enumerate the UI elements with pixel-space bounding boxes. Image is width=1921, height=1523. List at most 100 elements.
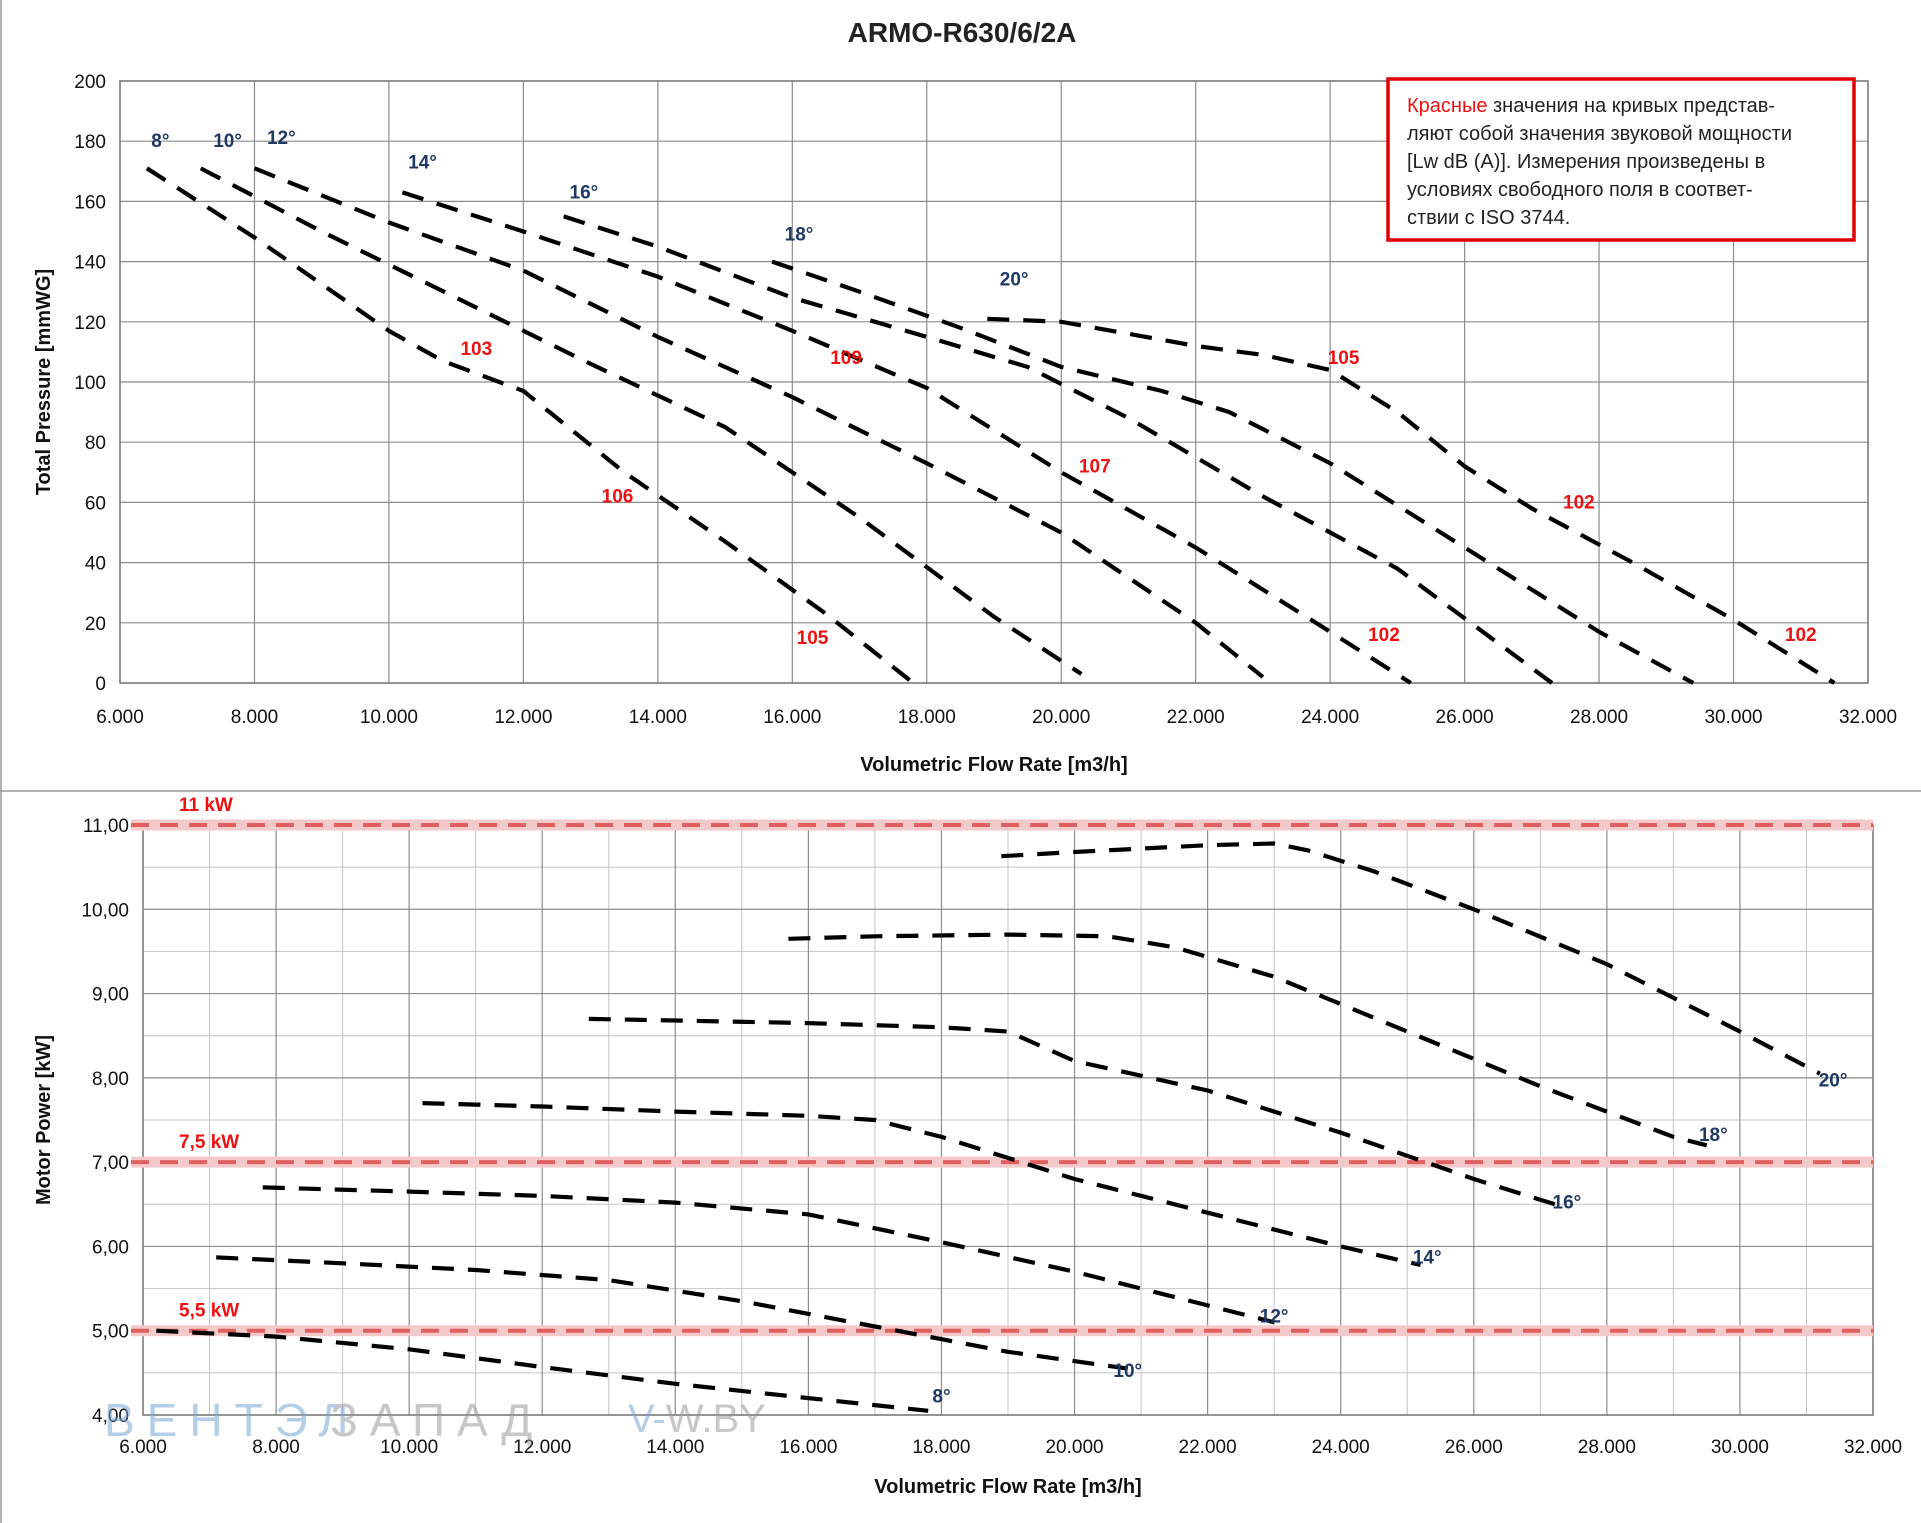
series-curve	[199, 166, 1083, 676]
series-curve	[788, 932, 1708, 1148]
pressure-chart: 6.000 8.000 10.000 12.000 14.000 16.000 18.000…	[33, 72, 1897, 776]
series-angle-label: 16°	[1553, 1193, 1582, 1214]
y-tick-label: 10,00	[81, 900, 129, 921]
note-line: условиях свободного поля в соответ-	[1407, 179, 1753, 201]
note-line: [Lw dB (A)]. Измерения произведены в	[1407, 151, 1765, 173]
limit-line-label: 11 kW	[179, 795, 233, 816]
x-tick-label: 8.000	[252, 1437, 300, 1458]
y-tick-label: 60	[85, 493, 106, 514]
sound-power-label: 106	[602, 486, 634, 507]
limit-line-label: 7,5 kW	[179, 1132, 239, 1153]
note-line: ляют собой значения звуковой мощности	[1407, 123, 1792, 145]
series-angle-label: 12°	[267, 128, 296, 149]
series-angle-label: 12°	[1260, 1306, 1289, 1327]
watermark-site: V-W.BY	[628, 1397, 766, 1441]
y-tick-label: 11,00	[83, 816, 129, 837]
watermark-site-main: W.BY	[666, 1397, 766, 1441]
x-tick-label: 14.000	[629, 707, 687, 728]
series-angle-label: 10°	[213, 131, 242, 152]
x-tick-label: 18.000	[898, 707, 956, 728]
x-tick-label: 20.000	[1032, 707, 1090, 728]
sound-power-label: 103	[460, 339, 492, 360]
sound-power-label: 105	[797, 628, 829, 649]
watermark-brand-left: ВЕНТЭЛ	[104, 1394, 360, 1446]
note-highlight: Красные	[1407, 95, 1487, 117]
y-tick-label: 100	[74, 373, 106, 394]
x-tick-label: 16.000	[779, 1437, 837, 1458]
series-curve	[156, 1328, 929, 1413]
series-angle-label: 18°	[1699, 1125, 1728, 1146]
x-tick-label: 26.000	[1436, 707, 1494, 728]
y-axis-label: Total Pressure [mmWG]	[33, 269, 55, 495]
y-tick-label: 40	[85, 554, 106, 575]
y-tick-label: 160	[74, 192, 106, 213]
watermark: ВЕНТЭЛ ЗАПАД V-W.BY	[104, 1394, 766, 1446]
y-tick-label: 6,00	[92, 1237, 129, 1258]
x-axis-label: Volumetric Flow Rate [m3/h]	[874, 1476, 1141, 1498]
watermark-site-prefix: V-	[628, 1397, 666, 1441]
series-curve	[401, 190, 1412, 685]
x-tick-label: 28.000	[1570, 707, 1628, 728]
series-angle-label: 8°	[151, 131, 169, 152]
note-border	[1386, 77, 1856, 242]
series-curve	[145, 166, 915, 685]
series-curve	[563, 214, 1554, 685]
x-tick-label: 32.000	[1839, 707, 1897, 728]
note-segment: значения на кривых представ-	[1487, 95, 1775, 117]
y-tick-label: 20	[85, 614, 106, 635]
y-tick-label: 0	[95, 674, 106, 695]
series-angle-label: 20°	[1000, 270, 1029, 291]
x-tick-label: 14.000	[646, 1437, 704, 1458]
series-angle-label: 16°	[570, 182, 599, 203]
chart-title: ARMO-R630/6/2A	[848, 17, 1077, 48]
power-chart: 6.000 8.000 10.000 12.000 14.000 16.000 18.000…	[33, 795, 1902, 1498]
note-line: ствии с ISO 3744.	[1407, 207, 1570, 229]
y-tick-label: 180	[74, 132, 106, 153]
note-segment: ляют собой значения звуковой мощности	[1407, 123, 1792, 145]
y-tick-label: 7,00	[92, 1153, 129, 1174]
series-angle-label: 18°	[785, 225, 814, 246]
limit-line-label: 5,5 kW	[179, 1301, 239, 1322]
x-tick-label: 12.000	[494, 707, 552, 728]
x-tick-label: 24.000	[1312, 1437, 1370, 1458]
x-tick-label: 18.000	[912, 1437, 970, 1458]
x-tick-label: 8.000	[231, 707, 279, 728]
y-tick-label: 200	[74, 72, 106, 93]
series-angle-label: 14°	[1413, 1247, 1442, 1268]
series-curve	[253, 166, 1265, 679]
series-curve	[216, 1255, 1129, 1371]
x-tick-label: 20.000	[1045, 1437, 1103, 1458]
series-curve	[1001, 841, 1821, 1076]
note-segment: ствии с ISO 3744.	[1407, 207, 1570, 229]
series-curve	[588, 1016, 1561, 1209]
x-axis-label: Volumetric Flow Rate [m3/h]	[860, 754, 1127, 776]
x-tick-label: 24.000	[1301, 707, 1359, 728]
x-tick-label: 32.000	[1844, 1437, 1902, 1458]
series-curve	[422, 1101, 1421, 1268]
sound-power-label: 102	[1563, 492, 1595, 513]
y-tick-label: 4,00	[92, 1406, 129, 1427]
sound-power-label: 107	[1079, 456, 1111, 477]
x-tick-label: 28.000	[1578, 1437, 1636, 1458]
x-tick-label: 12.000	[513, 1437, 571, 1458]
series-angle-label: 20°	[1819, 1070, 1848, 1091]
x-tick-label: 30.000	[1704, 707, 1762, 728]
note-line: Красные значения на кривых представ-	[1407, 95, 1775, 117]
sound-power-label: 102	[1368, 625, 1400, 646]
x-tick-label: 10.000	[360, 707, 418, 728]
x-tick-label: 22.000	[1167, 707, 1225, 728]
series-angle-label: 10°	[1113, 1361, 1142, 1382]
y-tick-label: 120	[74, 313, 106, 334]
x-tick-label: 6.000	[119, 1437, 167, 1458]
x-tick-label: 26.000	[1445, 1437, 1503, 1458]
series-curve	[987, 316, 1836, 685]
watermark-brand-right: ЗАПАД	[330, 1394, 544, 1446]
sound-power-label: 102	[1785, 625, 1817, 646]
note-text: Красные значения на кривых представ-ляют…	[1407, 95, 1792, 229]
y-axis-label: Motor Power [kW]	[33, 1035, 55, 1205]
y-tick-label: 5,00	[92, 1322, 129, 1343]
series-angle-label: 8°	[932, 1386, 950, 1407]
x-tick-label: 16.000	[763, 707, 821, 728]
